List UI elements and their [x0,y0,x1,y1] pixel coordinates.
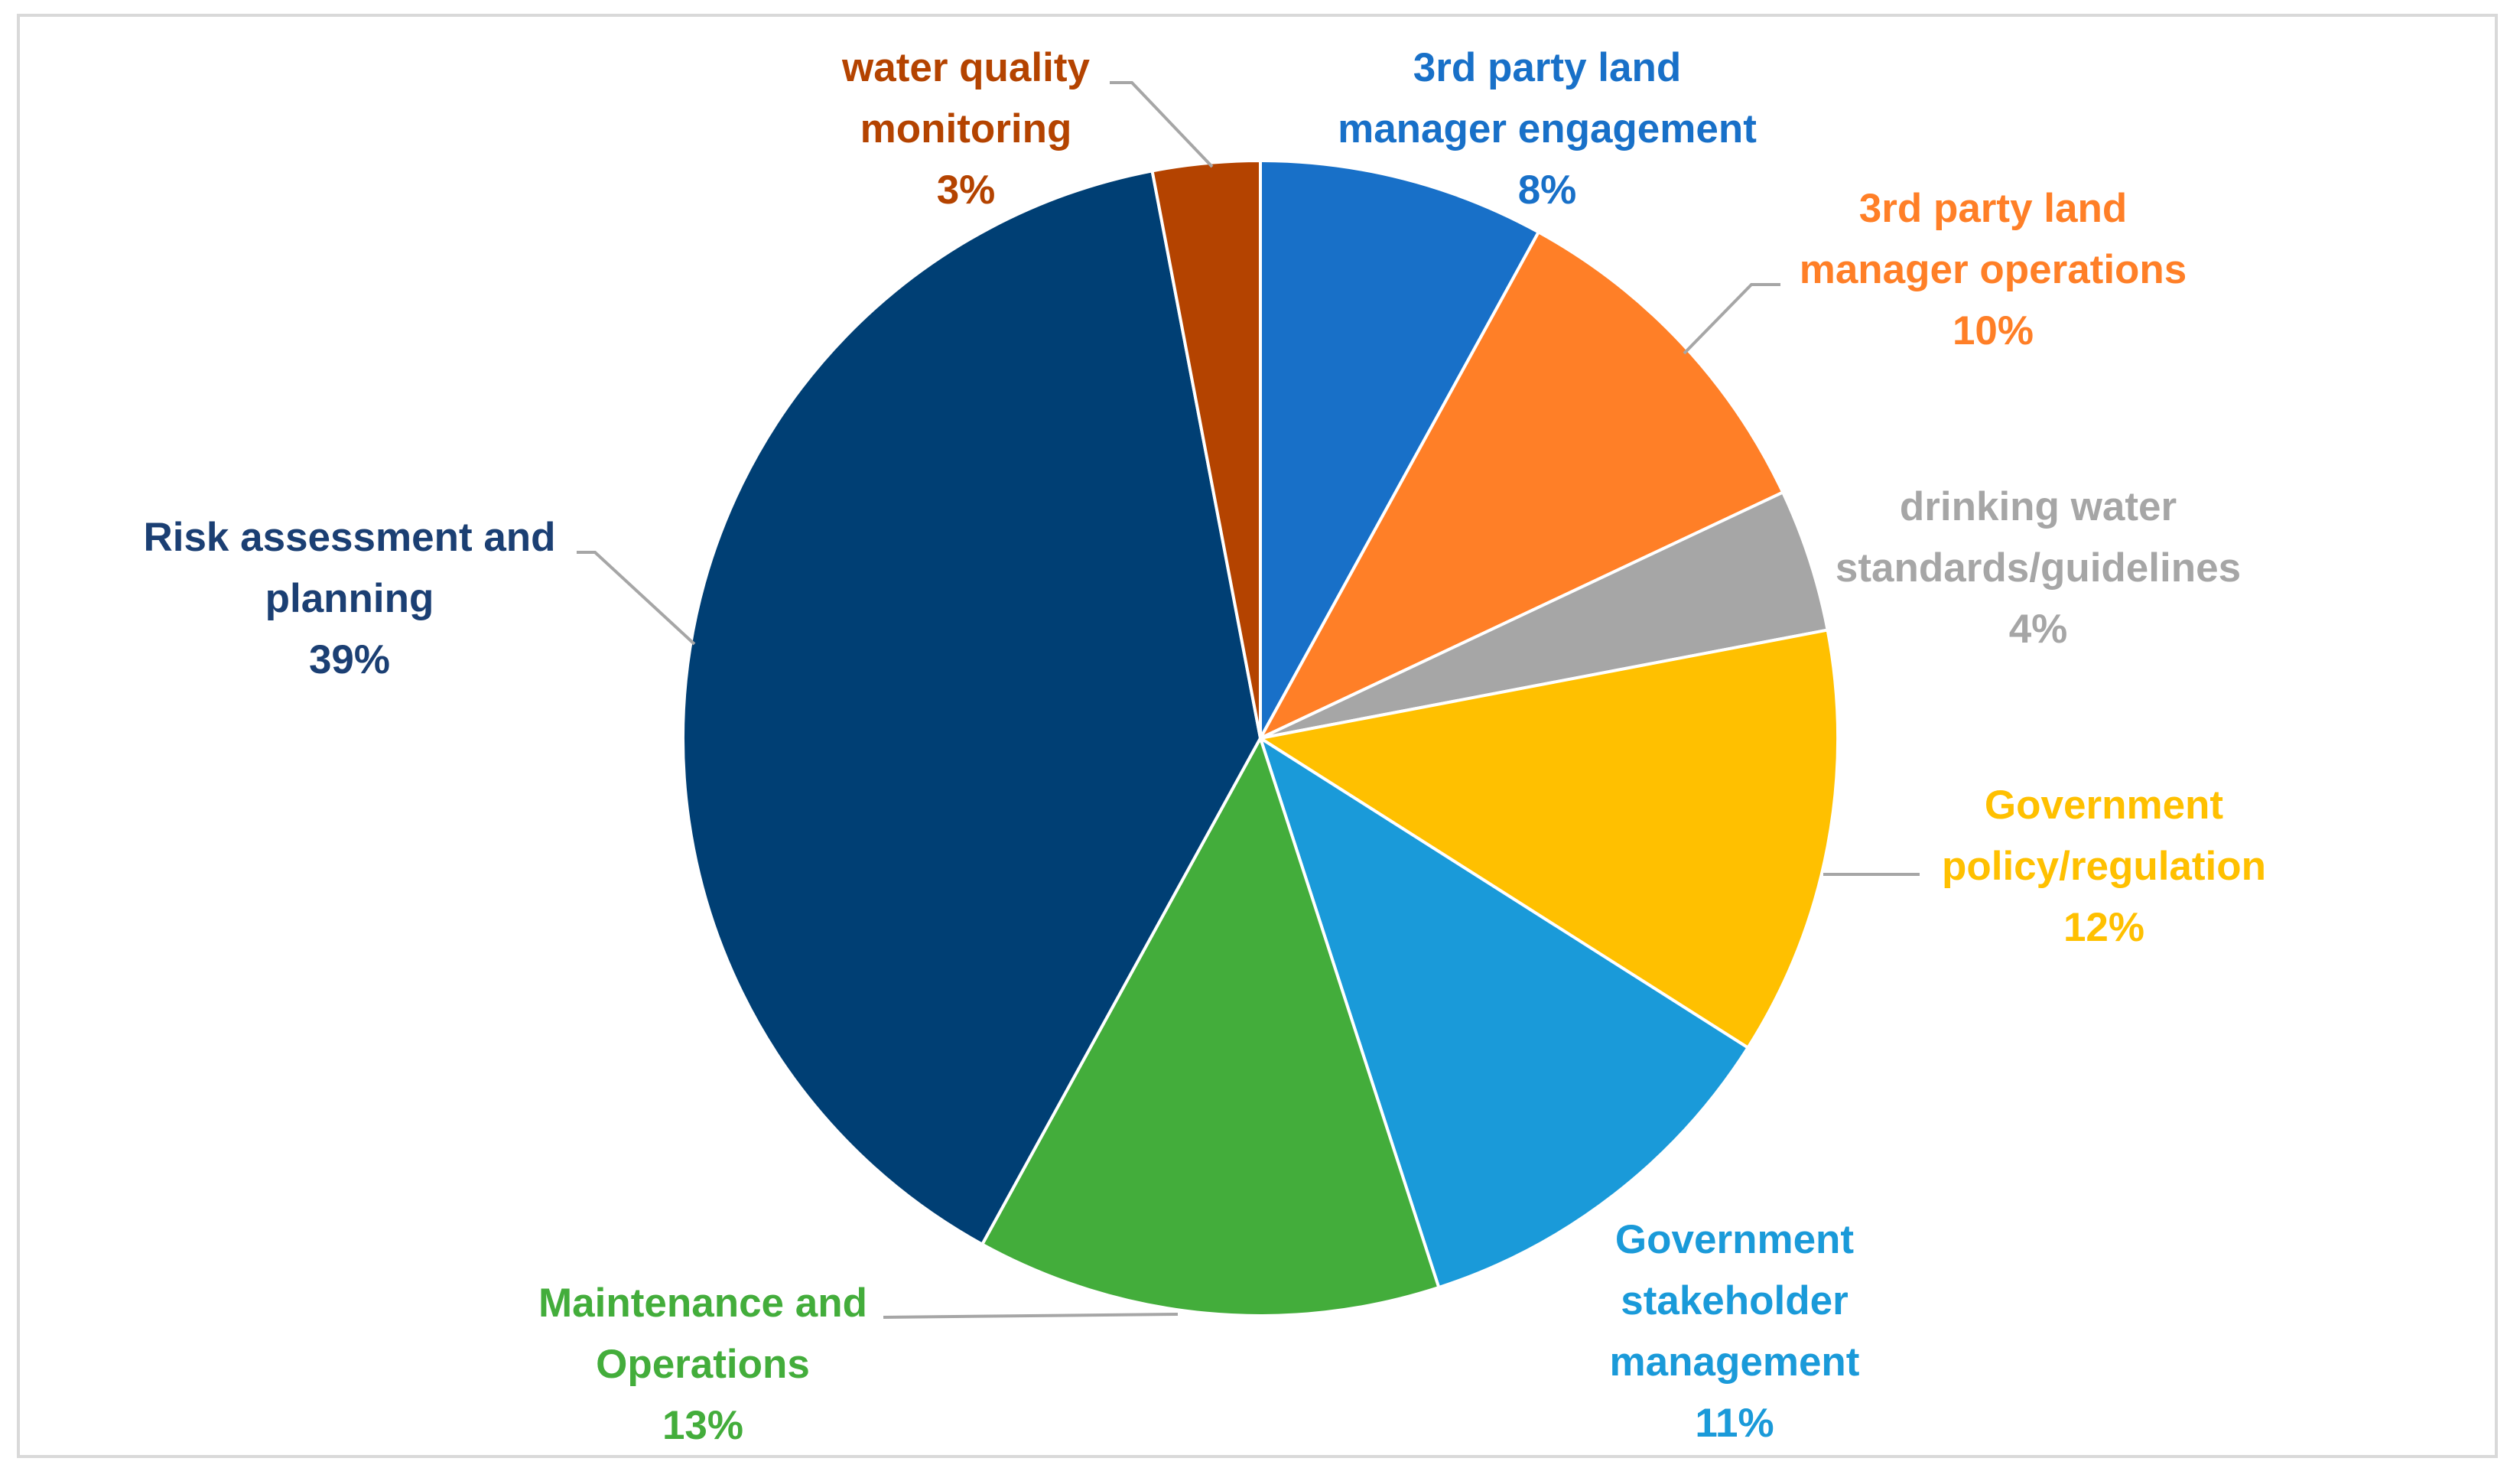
data-label-4: Government policy/regulation 12% [1942,783,2266,950]
slice-label-line: manager engagement [1338,106,1757,151]
pie-slice-2 [1259,230,1785,740]
pie-slice-7 [681,169,1262,1246]
data-label-6: Maintenance and Operations 13% [538,1281,867,1448]
slice-percent-3: 4% [2009,607,2068,652]
pie-slice-3 [1259,490,1829,740]
slice-label-line: 3rd party land [1413,45,1681,90]
leader-line-8 [1110,81,1214,168]
pie-slices [681,159,1839,1317]
slice-label-line: water quality [841,45,1091,90]
slice-label-line: Government [1615,1217,1854,1262]
slice-label-line: manager operations [1800,247,2187,292]
leader-line-2 [1683,283,1780,355]
slice-percent-6: 13% [662,1403,743,1448]
pie-slice-5 [1259,737,1750,1290]
slice-label-line: Government [1985,783,2223,828]
leader-line-7 [577,551,696,646]
slice-label-line: Risk assessment and [143,515,555,560]
slice-label-line: 3rd party land [1859,186,2127,231]
leader-line-6 [883,1313,1179,1319]
pie-slice-4 [1259,628,1839,1050]
slice-label-line: Maintenance and [538,1281,867,1326]
slice-percent-8: 3% [937,168,996,213]
slice-percent-7: 39% [309,637,390,682]
leader-lines [577,81,1920,1319]
data-label-8: water quality monitoring 3% [841,45,1091,213]
slice-percent-1: 8% [1518,168,1577,213]
slice-label-line: Operations [596,1342,810,1387]
slice-label-line: policy/regulation [1942,844,2266,889]
data-label-1: 3rd party land manager engagement 8% [1338,45,1757,213]
slice-percent-5: 11% [1695,1401,1774,1446]
slice-percent-4: 12% [2063,905,2144,950]
slice-label-line: stakeholder [1621,1278,1849,1323]
slice-label-line: standards/guidelines [1836,545,2241,591]
data-label-5: Government stakeholder management 11% [1610,1217,1860,1446]
pie-slice-6 [980,737,1441,1317]
slice-label-line: monitoring [860,106,1072,151]
slice-label-line: planning [265,576,434,621]
pie-slice-8 [1150,159,1262,740]
slice-label-line: drinking water [1900,484,2177,529]
slice-label-line: management [1610,1339,1860,1385]
slice-percent-2: 10% [1953,308,2034,353]
data-label-3: drinking water standards/guidelines 4% [1836,484,2241,652]
data-label-7: Risk assessment and planning 39% [143,515,555,682]
pie-slice-1 [1259,159,1540,740]
data-label-2: 3rd party land manager operations 10% [1800,186,2187,353]
